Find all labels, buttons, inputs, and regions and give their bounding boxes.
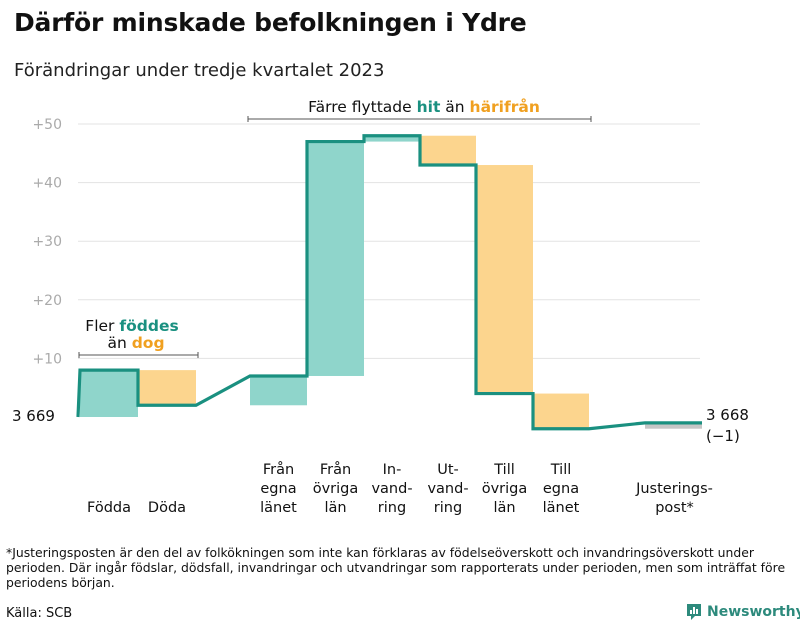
x-axis-label: Från övriga län	[313, 461, 359, 516]
chart-subtitle: Förändringar under tredje kvartalet 2023	[14, 60, 385, 81]
bars	[80, 135, 702, 429]
x-axis-label: Till övriga län	[482, 462, 528, 516]
y-tick-label: +30	[32, 234, 62, 250]
x-axis-labels: Födda Döda Från egna länet Från övriga län In-va…	[87, 461, 713, 516]
annotation-text: än dog	[107, 334, 164, 352]
end-change-label: (−1)	[706, 427, 740, 445]
y-axis-ticks: +10 +20 +30 +40 +50	[32, 117, 62, 367]
x-axis-label: Från egna länet	[260, 461, 297, 516]
source-label: Källa: SCB	[6, 606, 73, 621]
bar-decrease	[476, 165, 533, 394]
x-axis-label: Födda	[87, 500, 131, 516]
waterfall-chart: +10 +20 +30 +40 +50 Födda Döda Från egna länet Fr…	[12, 97, 749, 516]
bar-justeringspost	[645, 422, 702, 429]
logo-icon	[687, 604, 701, 620]
gridlines	[78, 123, 700, 359]
y-tick-label: +10	[32, 351, 62, 367]
newsworthy-logo: Newsworthy	[686, 603, 800, 621]
cumulative-step-line	[76, 134, 702, 431]
x-axis-label: In-vand-ring	[371, 462, 412, 516]
x-axis-label: Till egna länet	[543, 462, 580, 516]
y-tick-label: +40	[32, 176, 62, 192]
x-axis-label: Ut-vand-ring	[427, 462, 468, 516]
x-axis-label: Justerings-post*	[635, 481, 713, 516]
chart-title: Därför minskade befolkningen i Ydre	[14, 8, 527, 37]
y-tick-label: +50	[32, 117, 62, 133]
start-value-label: 3 669	[12, 407, 55, 425]
bar-increase	[307, 141, 364, 376]
annotation-text: Fler föddes	[85, 317, 178, 335]
logo-text: Newsworthy	[707, 604, 800, 620]
bar-decrease	[420, 135, 476, 166]
annotation-text: Färre flyttade hit än härifrån	[308, 97, 540, 116]
bar-increase	[364, 135, 420, 142]
footnote: *Justeringsposten är den del av folkökni…	[6, 545, 786, 590]
bar-decrease	[533, 393, 589, 429]
bar-decrease	[138, 370, 196, 406]
bar-increase	[80, 370, 138, 417]
bar-increase	[250, 375, 307, 406]
x-axis-label: Döda	[148, 500, 186, 516]
end-value-label: 3 668	[706, 406, 749, 424]
y-tick-label: +20	[32, 293, 62, 309]
